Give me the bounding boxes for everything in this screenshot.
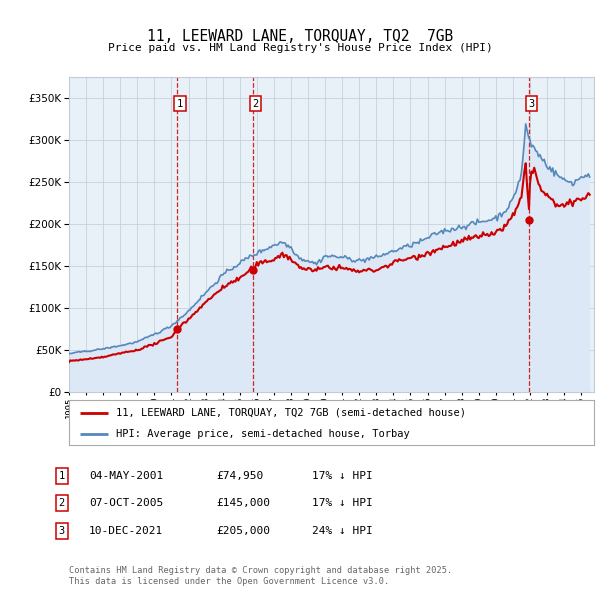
Text: 24% ↓ HPI: 24% ↓ HPI: [312, 526, 373, 536]
Text: 3: 3: [59, 526, 65, 536]
Text: 07-OCT-2005: 07-OCT-2005: [89, 498, 163, 507]
Text: 1: 1: [59, 471, 65, 481]
Text: £145,000: £145,000: [216, 498, 270, 507]
Text: Price paid vs. HM Land Registry's House Price Index (HPI): Price paid vs. HM Land Registry's House …: [107, 44, 493, 53]
Text: 11, LEEWARD LANE, TORQUAY, TQ2 7GB (semi-detached house): 11, LEEWARD LANE, TORQUAY, TQ2 7GB (semi…: [116, 408, 466, 418]
Text: 04-MAY-2001: 04-MAY-2001: [89, 471, 163, 481]
Text: 2: 2: [59, 498, 65, 507]
Text: 17% ↓ HPI: 17% ↓ HPI: [312, 498, 373, 507]
Text: 10-DEC-2021: 10-DEC-2021: [89, 526, 163, 536]
Text: Contains HM Land Registry data © Crown copyright and database right 2025.
This d: Contains HM Land Registry data © Crown c…: [69, 566, 452, 586]
Text: 1: 1: [176, 99, 183, 109]
Text: 11, LEEWARD LANE, TORQUAY, TQ2  7GB: 11, LEEWARD LANE, TORQUAY, TQ2 7GB: [147, 29, 453, 44]
Text: 3: 3: [529, 99, 535, 109]
Text: 2: 2: [252, 99, 259, 109]
Text: £74,950: £74,950: [216, 471, 263, 481]
Text: HPI: Average price, semi-detached house, Torbay: HPI: Average price, semi-detached house,…: [116, 429, 410, 439]
Text: 17% ↓ HPI: 17% ↓ HPI: [312, 471, 373, 481]
Text: £205,000: £205,000: [216, 526, 270, 536]
